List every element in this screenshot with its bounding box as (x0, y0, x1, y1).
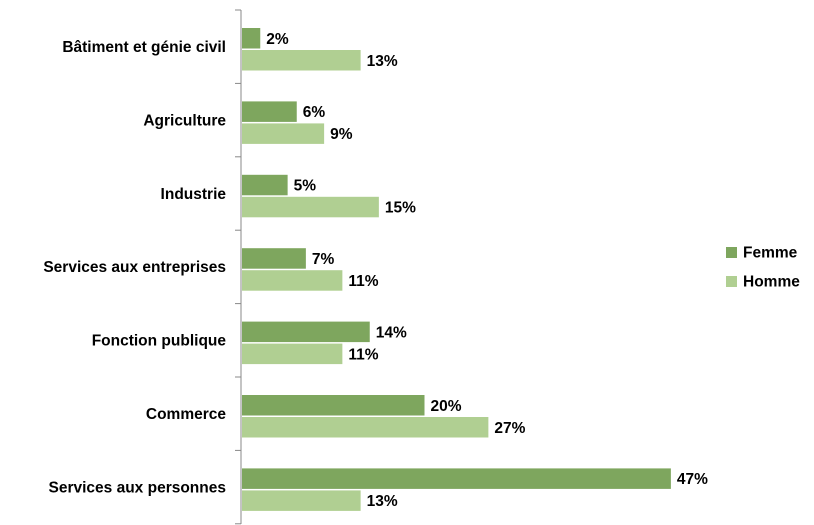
legend-label: Femme (743, 245, 798, 262)
legend-swatch-femme (726, 247, 737, 258)
bar-femme (242, 101, 297, 122)
bar-homme (242, 343, 343, 365)
data-label: 15% (385, 200, 416, 217)
data-label: 13% (367, 53, 398, 70)
bar-homme (242, 417, 489, 438)
axis-layer (235, 9, 242, 525)
labels-layer: Bâtiment et génie civil 2% 13% Agriculture 6… (43, 31, 708, 510)
data-label: 6% (303, 104, 326, 121)
category-label: Bâtiment et génie civil (62, 39, 226, 56)
bar-homme (242, 123, 325, 144)
data-label: 7% (312, 251, 335, 268)
legend-label: Homme (743, 274, 800, 291)
data-label: 47% (677, 471, 708, 488)
data-label: 11% (348, 273, 378, 290)
bars-layer (242, 28, 671, 511)
bar-femme (242, 248, 306, 269)
bar-homme (242, 490, 361, 511)
bar-homme (242, 50, 361, 71)
bar-femme (242, 28, 261, 49)
bar-homme (242, 196, 379, 218)
data-label: 14% (376, 324, 407, 341)
bar-homme (242, 270, 343, 291)
data-label: 27% (494, 420, 525, 437)
data-label: 20% (431, 398, 462, 415)
category-label: Fonction publique (92, 333, 227, 350)
category-label: Services aux personnes (49, 479, 227, 496)
data-label: 11% (348, 346, 378, 363)
category-label: Industrie (161, 186, 227, 203)
data-label: 5% (294, 178, 317, 195)
bar-femme (242, 468, 671, 489)
bar-femme (242, 174, 288, 196)
category-label: Services aux entreprises (43, 259, 226, 276)
legend-swatch-homme (726, 276, 737, 287)
data-label: 9% (330, 126, 353, 143)
bar-femme (242, 395, 425, 416)
bar-femme (242, 321, 370, 343)
data-label: 13% (367, 493, 398, 510)
data-label: 2% (266, 31, 289, 48)
legend: Femme Homme (726, 245, 800, 291)
category-label: Commerce (146, 406, 226, 423)
category-label: Agriculture (143, 112, 226, 129)
